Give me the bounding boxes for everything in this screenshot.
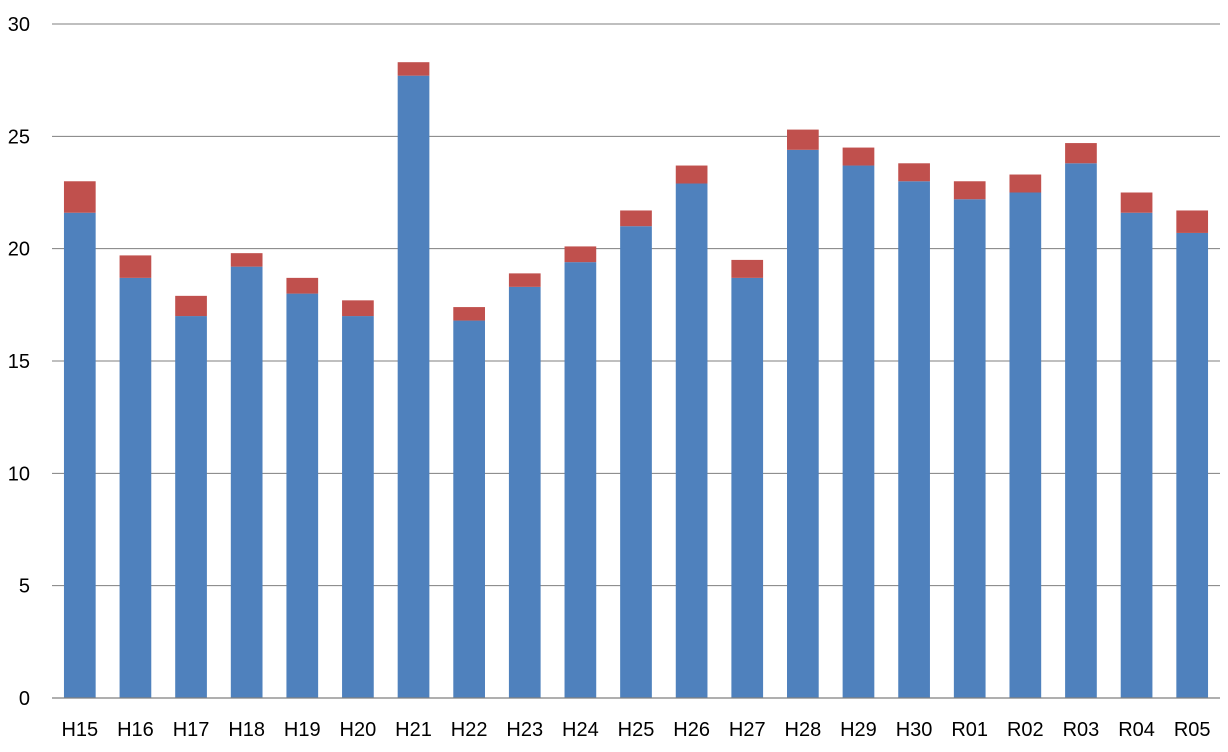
x-tick-label: R05 (1174, 719, 1211, 741)
x-tick-label: H30 (896, 719, 933, 741)
bar-segment-blue (675, 183, 708, 699)
bar-segment-blue (175, 316, 207, 698)
x-tick-label: H29 (840, 719, 877, 741)
bar-segment-blue (1009, 192, 1042, 698)
y-tick-label: 10 (8, 463, 30, 485)
bar-segment-red (564, 246, 597, 263)
x-tick-label: H23 (506, 719, 543, 741)
bar-segment-red (286, 277, 319, 294)
x-tick-label: H21 (395, 719, 432, 741)
x-tick-labels: H15 H16 H17 H18 H19 H20 H21 H22 H23 H24 H25 H26 H27 H… (61, 719, 1210, 741)
bar-segment-blue (453, 320, 485, 698)
bar-segment-blue (787, 149, 819, 698)
x-tick-label: R02 (1007, 719, 1044, 741)
x-tick-label: H24 (562, 719, 599, 741)
y-tick-label: 5 (19, 576, 30, 598)
x-tick-label: H22 (451, 719, 488, 741)
bar-segment-red (898, 163, 930, 182)
bar-segment-blue (1065, 163, 1097, 698)
bar-segment-red (620, 210, 652, 227)
x-tick-label: H28 (785, 719, 822, 741)
x-tick-label: R03 (1063, 719, 1100, 741)
bar-segment-blue (342, 316, 374, 698)
x-tick-label: H17 (173, 719, 210, 741)
bar-segment-red (508, 273, 541, 287)
bar-segment-blue (620, 226, 652, 698)
bar-segment-blue (397, 75, 430, 698)
bar-segment-blue (1120, 212, 1153, 698)
y-tick-label: 25 (8, 126, 30, 148)
y-tick-label: 0 (19, 688, 30, 710)
bar-segment-red (675, 165, 708, 184)
bar-segment-red (953, 181, 986, 200)
bar-segment-blue (119, 277, 152, 698)
bar-segment-blue (286, 293, 319, 698)
bar-segment-red (1009, 174, 1042, 193)
x-tick-label: H26 (673, 719, 710, 741)
x-tick-label: H20 (340, 719, 377, 741)
x-tick-label: H25 (618, 719, 655, 741)
y-tick-label: 15 (8, 351, 30, 373)
bar-segment-red (63, 181, 96, 213)
x-tick-label: H15 (61, 719, 98, 741)
bar-segment-red (119, 255, 152, 278)
bar-segment-blue (230, 266, 263, 698)
bar-segment-blue (898, 181, 930, 698)
bar-segment-red (1065, 143, 1097, 164)
y-tick-label: 30 (8, 14, 30, 36)
x-tick-label: H18 (228, 719, 265, 741)
y-tick-label: 20 (8, 239, 30, 261)
bar-segment-blue (1176, 232, 1209, 698)
bar-segment-blue (508, 286, 541, 698)
bar-segment-red (175, 295, 207, 317)
x-tick-label: R01 (951, 719, 988, 741)
bar-segment-red (453, 307, 485, 321)
bar-layer (63, 62, 1209, 699)
x-tick-label: H16 (117, 719, 154, 741)
bar-segment-blue (63, 212, 96, 698)
bar-segment-blue (842, 165, 875, 699)
x-tick-label: R04 (1118, 719, 1155, 741)
bar-segment-red (1120, 192, 1153, 213)
x-tick-label: H27 (729, 719, 766, 741)
bar-segment-red (731, 259, 764, 278)
y-tick-labels: 0 5 10 15 20 25 30 (8, 14, 30, 710)
x-tick-label: H19 (284, 719, 321, 741)
bar-segment-blue (564, 262, 597, 698)
bar-segment-red (1176, 210, 1209, 233)
bar-segment-red (230, 253, 263, 267)
bar-segment-red (842, 147, 875, 166)
bar-segment-red (787, 129, 819, 150)
bar-segment-blue (731, 277, 764, 698)
bar-segment-red (342, 300, 374, 317)
bar-segment-blue (953, 199, 986, 699)
bar-segment-red (397, 62, 430, 76)
